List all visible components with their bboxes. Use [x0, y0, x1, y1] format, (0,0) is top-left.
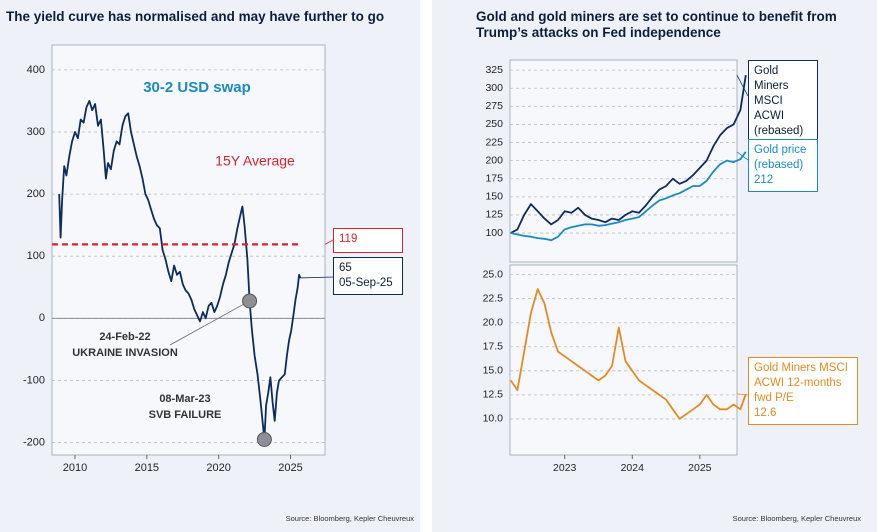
y-tick-label: 225 — [485, 136, 503, 148]
last-date: 05-Sep-25 — [339, 277, 393, 289]
last-value: 212 — [754, 174, 774, 186]
event-label: UKRAINE INVASION — [72, 347, 178, 359]
leader — [324, 239, 334, 245]
average-box: 119 — [333, 228, 403, 253]
source: Source: Bloomberg, Kepler Cheuvreux — [285, 514, 414, 523]
y-tick-label: 100 — [27, 250, 45, 262]
x-tick-label: 2020 — [206, 462, 230, 474]
y-tick-label: -200 — [23, 436, 45, 448]
x-tick-label: 2025 — [688, 462, 712, 474]
series-line — [510, 75, 747, 234]
event-marker — [256, 431, 272, 447]
series-line — [58, 100, 302, 441]
y-tick-label: 325 — [485, 64, 503, 76]
series-line — [510, 151, 747, 242]
event-date: 08-Mar-23 — [159, 393, 210, 405]
y-tick-label: 200 — [485, 154, 503, 166]
x-tick-label: 2015 — [135, 462, 159, 474]
y-tick-label: 25.0 — [483, 268, 504, 280]
legend-box: Gold price (rebased) 212 — [748, 139, 818, 192]
y-tick-label: 200 — [27, 188, 45, 200]
plot-area — [509, 264, 738, 456]
y-tick-label: 175 — [485, 173, 503, 185]
y-tick-label: 17.5 — [483, 341, 504, 353]
x-tick-label: 2024 — [621, 462, 645, 474]
y-tick-label: 125 — [485, 209, 503, 221]
y-tick-label: 100 — [485, 227, 503, 239]
event-label: SVB FAILURE — [149, 409, 222, 421]
event-date: 24-Feb-22 — [99, 331, 150, 343]
average-value: 119 — [339, 233, 358, 245]
last-value: 12.6 — [754, 407, 777, 419]
x-tick-label: 2023 — [553, 462, 577, 474]
chart-title: The yield curve has normalised and may h… — [6, 9, 385, 24]
chart-title: Gold and gold miners are set to continue… — [476, 9, 837, 40]
legend-label: Gold price (rebased) — [754, 144, 807, 171]
last-value: 65 — [339, 262, 352, 274]
y-tick-label: 400 — [27, 64, 45, 76]
legend-label: Gold Miners MSCI ACWI 12-months fwd P/E — [754, 362, 848, 404]
event-marker — [242, 293, 258, 309]
series-label: 30-2 USD swap — [143, 79, 251, 96]
last-value-box: 65 05-Sep-25 — [333, 257, 403, 295]
y-tick-label: 22.5 — [483, 292, 504, 304]
leader — [736, 393, 749, 396]
y-tick-label: -100 — [23, 374, 45, 386]
y-tick-label: 275 — [485, 100, 503, 112]
legend-label: Gold Miners MSCI ACWI (rebased) — [754, 65, 804, 137]
average-label: 15Y Average — [215, 153, 295, 169]
y-tick-label: 0 — [39, 312, 45, 324]
y-tick-label: 15.0 — [483, 365, 504, 377]
y-tick-label: 250 — [485, 118, 503, 130]
y-tick-label: 300 — [485, 82, 503, 94]
y-tick-label: 300 — [27, 126, 45, 138]
y-tick-label: 150 — [485, 191, 503, 203]
series-line — [509, 288, 747, 420]
leader — [736, 151, 749, 161]
y-tick-label: 12.5 — [483, 389, 504, 401]
y-tick-label: 10.0 — [483, 413, 504, 425]
leader — [169, 300, 250, 346]
plot-area — [51, 44, 326, 456]
leader — [736, 75, 749, 97]
x-tick-label: 2010 — [63, 462, 87, 474]
source: Source: Bloomberg, Kepler Cheuvreux — [732, 514, 861, 523]
y-tick-label: 20.0 — [483, 317, 504, 329]
leader — [300, 276, 334, 279]
legend-box: Gold Miners MSCI ACWI 12-months fwd P/E 1… — [748, 357, 858, 425]
x-tick-label: 2025 — [278, 462, 302, 474]
